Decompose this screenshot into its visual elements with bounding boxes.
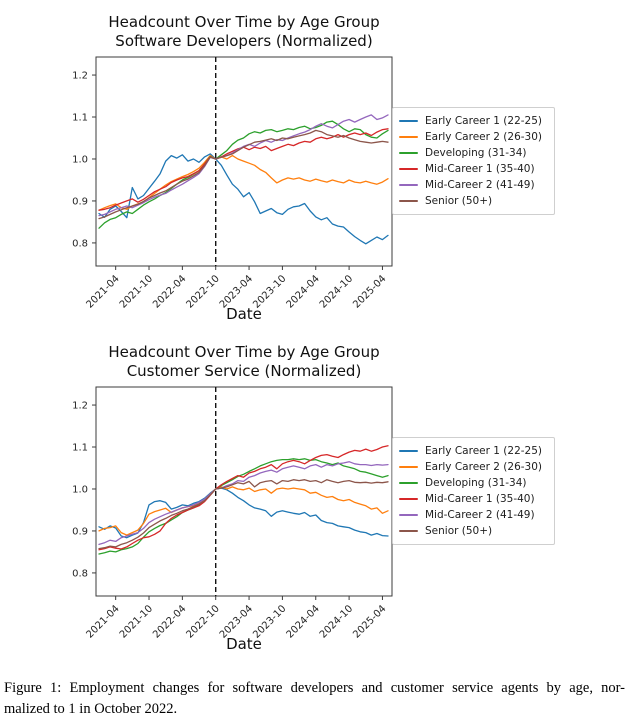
legend-item: Developing (31-34) [399, 475, 548, 491]
series-line [98, 486, 389, 536]
plot-area-1: 0.80.91.01.11.22021-042021-102022-042022… [72, 56, 393, 311]
line-sample-icon [399, 514, 418, 516]
caption-line-2: malized to 1 in October 2022. [4, 701, 178, 717]
series-line [98, 114, 389, 217]
legend-label: Developing (31-34) [425, 147, 527, 159]
legend-item: Mid-Career 1 (35-40) [399, 161, 548, 177]
legend-label: Mid-Career 2 (41-49) [425, 179, 535, 191]
line-sample-icon [399, 200, 418, 202]
legend-item: Developing (31-34) [399, 145, 548, 161]
legend-item: Mid-Career 2 (41-49) [399, 177, 548, 193]
legend-label: Mid-Career 1 (35-40) [425, 163, 535, 175]
legend-label: Mid-Career 2 (41-49) [425, 509, 535, 521]
line-sample-icon [399, 530, 418, 532]
legend-item: Early Career 1 (22-25) [399, 113, 548, 129]
line-sample-icon [399, 482, 418, 484]
legend-label: Early Career 2 (26-30) [425, 461, 543, 473]
legend-item: Mid-Career 2 (41-49) [399, 507, 548, 523]
y-tick-label: 1.0 [72, 154, 88, 165]
y-tick-label: 1.2 [72, 71, 88, 82]
chart2-legend: Early Career 1 (22-25) Early Career 2 (2… [392, 437, 555, 545]
series-line [98, 129, 389, 220]
legend-item: Early Career 2 (26-30) [399, 129, 548, 145]
plot-area-2: 0.80.91.01.11.22021-042021-102022-042022… [72, 386, 393, 641]
chart1-title: Headcount Over Time by Age Group [108, 13, 380, 31]
y-tick-label: 0.8 [72, 568, 88, 579]
series-line [98, 461, 389, 546]
legend-item: Mid-Career 1 (35-40) [399, 491, 548, 507]
chart1-xaxis-label: Date [226, 305, 262, 323]
chart2-subtitle: Customer Service (Normalized) [126, 362, 362, 380]
legend-item: Early Career 1 (22-25) [399, 443, 548, 459]
series-line [98, 120, 389, 229]
legend-label: Mid-Career 1 (35-40) [425, 493, 535, 505]
legend-item: Early Career 2 (26-30) [399, 459, 548, 475]
legend-label: Senior (50+) [425, 195, 493, 207]
chart1-legend: Early Career 1 (22-25) Early Career 2 (2… [392, 107, 555, 215]
legend-label: Early Career 2 (26-30) [425, 131, 543, 143]
chart2-xaxis-label: Date [226, 635, 262, 653]
y-tick-label: 0.9 [72, 526, 88, 537]
legend-item: Senior (50+) [399, 193, 548, 209]
y-tick-label: 1.0 [72, 484, 88, 495]
y-tick-label: 1.1 [72, 113, 88, 124]
line-sample-icon [399, 184, 418, 186]
axes-frame [95, 386, 393, 597]
chart1-subtitle: Software Developers (Normalized) [115, 32, 373, 50]
series-line [98, 128, 389, 211]
legend-label: Early Career 1 (22-25) [425, 445, 543, 457]
series-line [98, 479, 389, 550]
y-tick-label: 0.9 [72, 196, 88, 207]
line-sample-icon [399, 120, 418, 122]
line-sample-icon [399, 498, 418, 500]
y-tick-label: 1.1 [72, 443, 88, 454]
line-sample-icon [399, 466, 418, 468]
series-line [98, 153, 389, 245]
line-sample-icon [399, 152, 418, 154]
y-tick-label: 0.8 [72, 238, 88, 249]
chart2-title: Headcount Over Time by Age Group [108, 343, 380, 361]
y-tick-label: 1.2 [72, 401, 88, 412]
series-line [98, 487, 389, 539]
caption-line-1: Figure 1: Employment changes for softwar… [4, 680, 625, 696]
line-sample-icon [399, 168, 418, 170]
line-sample-icon [399, 450, 418, 452]
legend-label: Developing (31-34) [425, 477, 527, 489]
series-line [98, 458, 389, 555]
legend-label: Senior (50+) [425, 525, 493, 537]
legend-item: Senior (50+) [399, 523, 548, 539]
figure-caption: Figure 1: Employment changes for softwar… [4, 678, 625, 720]
legend-label: Early Career 1 (22-25) [425, 115, 543, 127]
series-line [98, 445, 389, 551]
line-sample-icon [399, 136, 418, 138]
